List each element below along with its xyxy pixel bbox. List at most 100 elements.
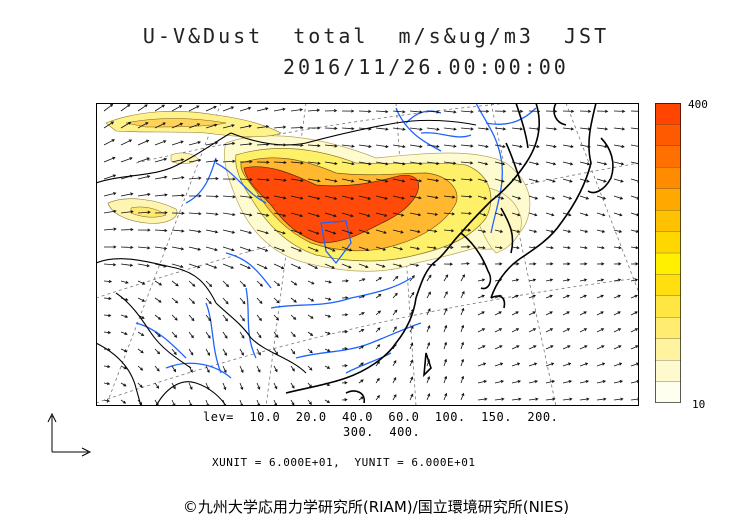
wind-vector-arrow bbox=[222, 331, 228, 339]
wind-vector-arrow bbox=[545, 311, 553, 316]
colorbar-cell bbox=[655, 167, 681, 190]
wind-vector-arrow bbox=[239, 297, 246, 305]
wind-vector-arrow bbox=[392, 229, 404, 234]
wind-vector-arrow bbox=[579, 328, 588, 333]
wind-vector-arrow bbox=[188, 314, 195, 322]
wind-vector-arrow bbox=[426, 376, 431, 384]
wind-vector-arrow bbox=[307, 212, 320, 218]
wind-vector-arrow bbox=[256, 297, 263, 305]
colorbar bbox=[655, 103, 681, 403]
wind-vector-arrow bbox=[392, 212, 405, 217]
wind-vector-arrow bbox=[375, 310, 382, 316]
wind-vector-arrow bbox=[290, 108, 304, 112]
wind-vector-arrow bbox=[579, 311, 587, 316]
wind-vector-arrow bbox=[358, 312, 365, 316]
wind-vector-arrow bbox=[120, 263, 134, 267]
wind-vector-arrow bbox=[494, 161, 506, 166]
wind-vector-arrow bbox=[358, 178, 372, 183]
wind-vector-arrow bbox=[596, 195, 607, 200]
wind-vector-arrow bbox=[443, 144, 457, 148]
wind-vector-arrow bbox=[205, 263, 218, 269]
wind-vector-arrow bbox=[256, 195, 270, 200]
wind-vector-arrow bbox=[205, 159, 219, 163]
wind-vector-arrow bbox=[375, 263, 386, 268]
wind-vector-arrow bbox=[409, 275, 415, 282]
wind-vector-arrow bbox=[528, 144, 540, 148]
wind-vector-arrow bbox=[273, 212, 287, 217]
wind-vector-arrow bbox=[630, 110, 639, 112]
wind-vector-arrow bbox=[171, 158, 185, 163]
wind-vector-arrow bbox=[324, 195, 338, 200]
wind-vector-arrow bbox=[154, 211, 168, 215]
wind-vector-arrow bbox=[154, 228, 168, 233]
wind-vector-arrow bbox=[324, 280, 332, 284]
wind-vector-arrow bbox=[307, 108, 321, 112]
wind-vector-arrow bbox=[188, 141, 202, 146]
wind-vector-arrow bbox=[239, 106, 252, 112]
wind-vector-arrow bbox=[392, 127, 406, 131]
wind-vector-arrow bbox=[545, 195, 556, 200]
wind-vector-arrow bbox=[392, 144, 406, 149]
wind-vector-arrow bbox=[154, 175, 168, 180]
wind-vector-arrow bbox=[358, 295, 366, 299]
wind-vector-arrow bbox=[290, 161, 304, 165]
wind-vector-arrow bbox=[562, 380, 573, 384]
wind-vector-arrow bbox=[341, 263, 352, 269]
wind-vector-arrow bbox=[511, 380, 522, 384]
wind-vector-arrow bbox=[392, 161, 406, 166]
wind-vector-arrow bbox=[579, 229, 589, 233]
wind-vector-arrow bbox=[120, 104, 131, 112]
wind-vector-arrow bbox=[171, 280, 179, 287]
wind-vector-arrow bbox=[409, 342, 414, 350]
wind-vector-arrow bbox=[171, 211, 185, 215]
wind-vector-arrow bbox=[273, 365, 278, 373]
colorbar-cell bbox=[655, 209, 681, 233]
wind-vector-arrow bbox=[222, 141, 236, 146]
wind-vector-arrow bbox=[630, 294, 638, 299]
wind-vector-arrow bbox=[137, 228, 151, 232]
wind-vector-arrow bbox=[307, 178, 321, 183]
colorbar-cell bbox=[655, 359, 681, 383]
wind-vector-arrow bbox=[562, 109, 575, 113]
wind-vector-arrow bbox=[239, 246, 252, 252]
wind-vector-arrow bbox=[392, 178, 406, 183]
wind-vector-arrow bbox=[222, 314, 229, 322]
wind-vector-arrow bbox=[443, 341, 448, 350]
wind-vector-arrow bbox=[324, 161, 338, 166]
wind-vector-arrow bbox=[392, 263, 403, 268]
wind-vector-arrow bbox=[358, 396, 364, 401]
wind-vector-arrow bbox=[409, 195, 422, 200]
wind-vector-arrow bbox=[630, 127, 639, 131]
wind-vector-arrow bbox=[358, 127, 372, 131]
wind-vector-arrow bbox=[358, 144, 372, 148]
wind-vector-arrow bbox=[290, 246, 302, 252]
wind-vector-arrow bbox=[409, 308, 414, 316]
wind-vector-arrow bbox=[579, 246, 588, 250]
wind-vector-arrow bbox=[596, 311, 604, 316]
colorbar-cell bbox=[655, 274, 681, 297]
wind-vector-arrow bbox=[562, 345, 571, 350]
wind-vector-arrow bbox=[443, 262, 454, 266]
wind-vector-arrow bbox=[273, 195, 287, 200]
wind-vector-arrow bbox=[494, 178, 505, 183]
wind-vector-arrow bbox=[273, 280, 281, 287]
wind-vector-arrow bbox=[120, 331, 128, 335]
colorbar-cell bbox=[655, 381, 681, 403]
wind-vector-arrow bbox=[205, 194, 219, 198]
wind-vector-arrow bbox=[494, 311, 502, 316]
wind-vector-arrow bbox=[307, 161, 321, 165]
wind-vector-arrow bbox=[477, 212, 487, 217]
wind-vector-arrow bbox=[494, 294, 502, 299]
wind-vector-arrow bbox=[409, 178, 423, 183]
wind-vector-arrow bbox=[477, 328, 486, 333]
wind-vector-arrow bbox=[375, 229, 387, 234]
wind-vector-arrow bbox=[460, 341, 464, 350]
wind-vector-arrow bbox=[171, 229, 185, 233]
wind-vector-arrow bbox=[494, 212, 504, 217]
wind-vector-arrow bbox=[103, 279, 113, 284]
wind-vector-arrow bbox=[613, 262, 622, 266]
wind-vector-arrow bbox=[545, 278, 554, 282]
wind-vector-arrow bbox=[256, 107, 269, 112]
wind-vector-arrow bbox=[630, 144, 639, 148]
wind-vector-arrow bbox=[596, 278, 605, 282]
